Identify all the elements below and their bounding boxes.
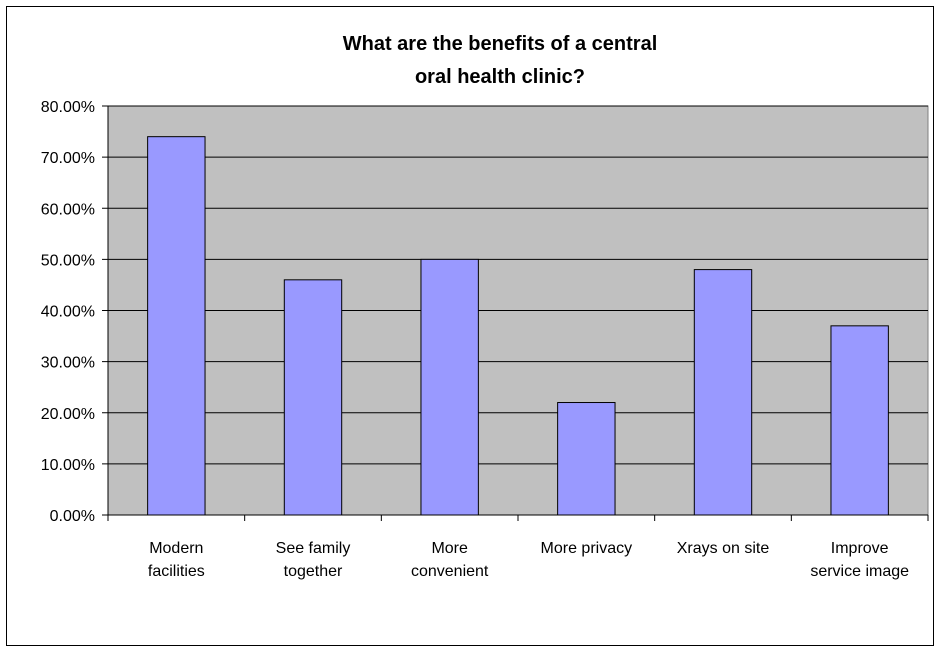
x-tick-label: More privacy <box>541 540 633 557</box>
y-tick-label: 70.00% <box>41 150 95 167</box>
y-axis: 0.00% 10.00% 20.00% 30.00% 40.00% 50.00% 60.00… <box>41 99 109 525</box>
y-tick-label: 50.00% <box>41 252 95 269</box>
x-tick-label: convenient <box>411 563 489 580</box>
y-tick-label: 10.00% <box>41 457 95 474</box>
bars <box>147 136 889 516</box>
y-tick-label: 60.00% <box>41 201 95 218</box>
y-tick-label: 0.00% <box>50 508 95 525</box>
y-gridlines <box>108 105 928 465</box>
x-tick-label: together <box>284 563 343 580</box>
bar <box>557 402 616 516</box>
bar <box>693 269 753 516</box>
y-tick-label: 30.00% <box>41 355 95 372</box>
x-axis: Modern facilities See family together More co… <box>107 514 929 580</box>
chart-title-line-1: What are the benefits of a central <box>343 33 658 55</box>
bar <box>420 258 479 516</box>
x-tick-label: More <box>431 540 468 557</box>
y-tick-label: 80.00% <box>41 99 95 116</box>
bar <box>830 325 889 516</box>
chart-title: What are the benefits of a central oral … <box>343 33 658 88</box>
chart-title-line-2: oral health clinic? <box>415 66 585 88</box>
x-tick-label: facilities <box>148 563 205 580</box>
bar <box>283 279 343 516</box>
x-tick-label: See family <box>276 540 351 557</box>
x-tick-label: service image <box>810 563 909 580</box>
x-tick-label: Modern <box>149 540 203 557</box>
x-tick-label: Xrays on site <box>677 540 770 557</box>
y-tick-label: 20.00% <box>41 406 95 423</box>
bar-chart: What are the benefits of a central oral … <box>41 33 929 580</box>
y-tick-label: 40.00% <box>41 304 95 321</box>
x-tick-label: Improve <box>831 540 889 557</box>
bar <box>147 136 206 516</box>
